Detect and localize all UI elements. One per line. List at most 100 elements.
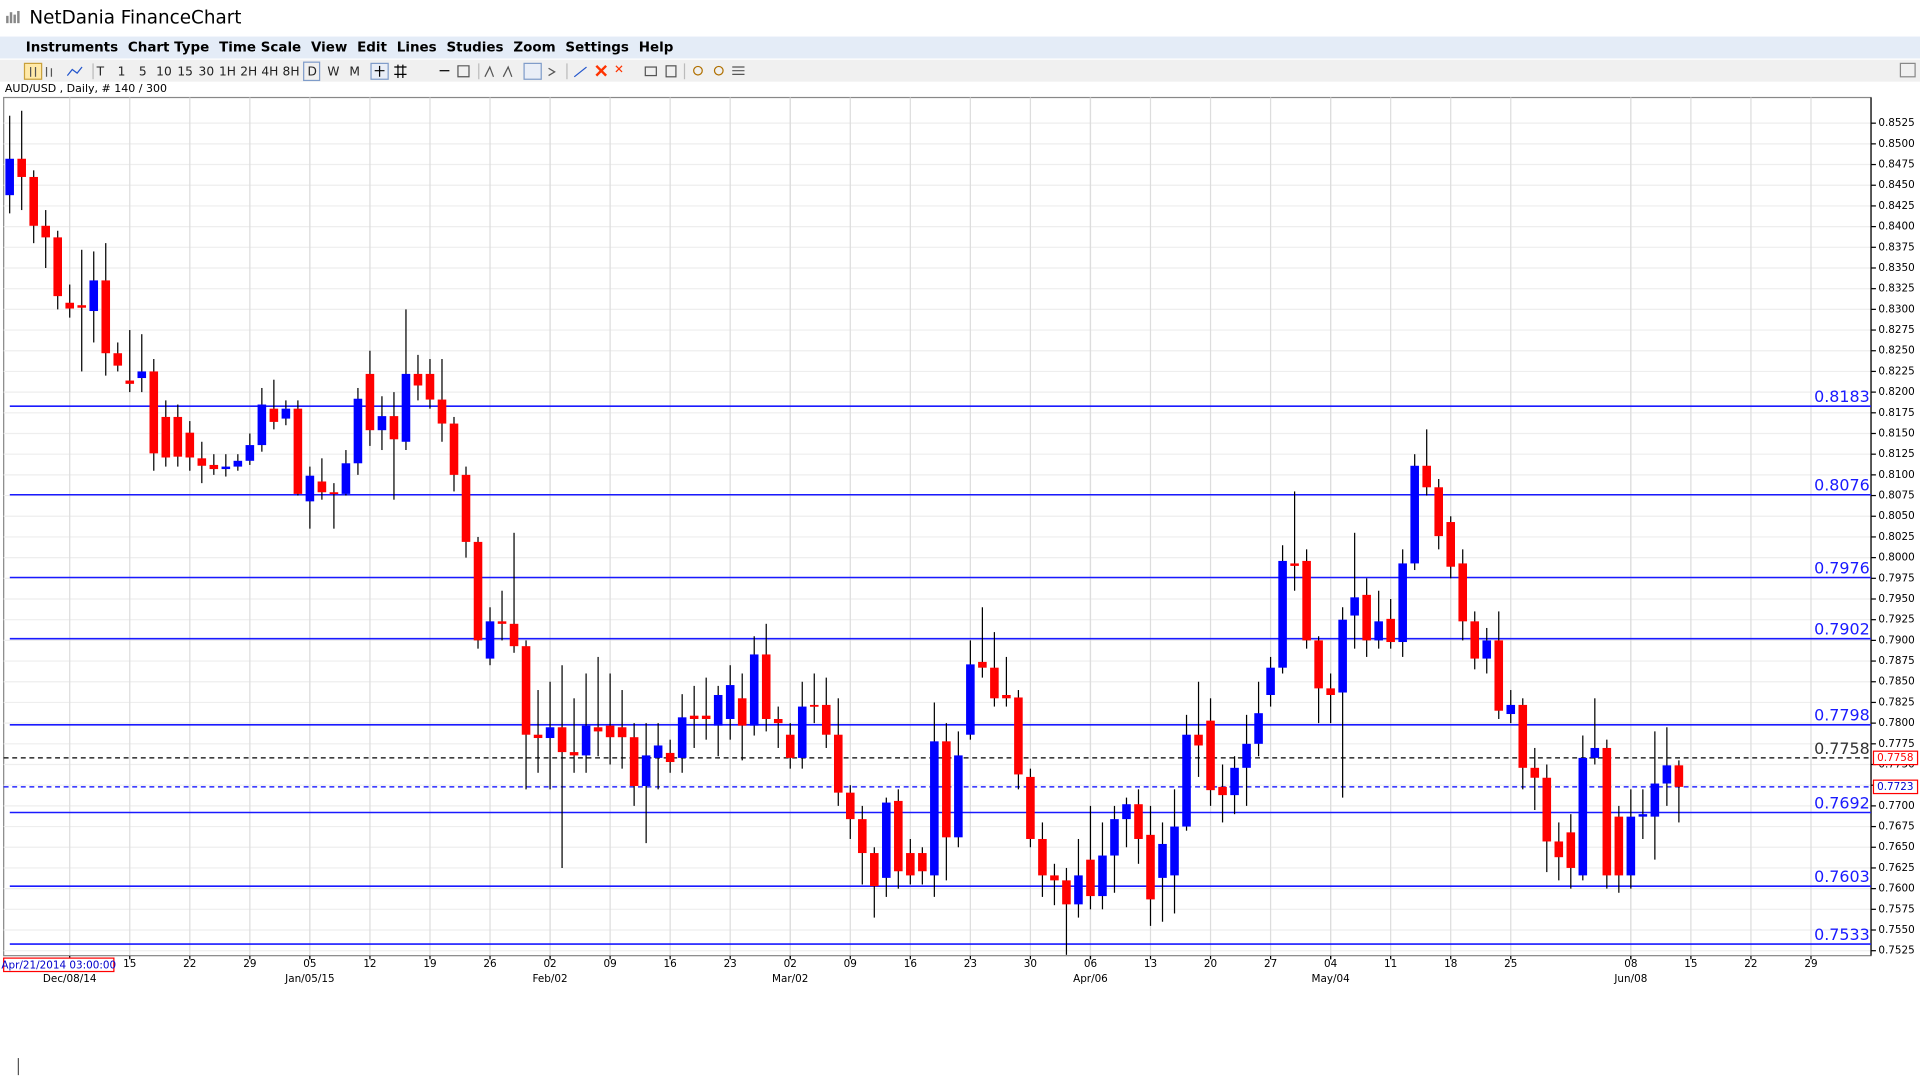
y-tick-label: 0.7800	[1878, 717, 1914, 729]
candle-body	[882, 802, 891, 878]
price-marker-label: 0.7758	[1814, 739, 1870, 758]
menu-item[interactable]: View	[311, 41, 347, 56]
candle-body	[1530, 767, 1540, 778]
candle-body	[1062, 880, 1071, 905]
candle-body	[233, 460, 243, 467]
timeframe-button[interactable]: 1H	[219, 64, 236, 78]
y-tick-label: 0.7600	[1878, 883, 1914, 895]
candle-body	[1110, 819, 1119, 856]
candle-body	[1446, 522, 1456, 567]
candle-body	[1410, 465, 1419, 564]
x-tick-label: 02	[543, 958, 556, 970]
candle-body	[65, 302, 75, 309]
candle-body	[954, 755, 963, 838]
menu-item[interactable]: Chart Type	[128, 41, 209, 56]
candle-body	[353, 398, 363, 464]
timeframe-button[interactable]: 1	[118, 64, 126, 78]
candle-body	[509, 623, 519, 647]
candle-body	[461, 474, 471, 542]
x-tick-label: 15	[1684, 958, 1697, 970]
candle-body	[401, 373, 411, 442]
candle-body	[1086, 859, 1095, 897]
candle-body	[1398, 563, 1407, 643]
menu-item[interactable]: Instruments	[26, 41, 118, 56]
candle-body	[930, 741, 939, 876]
candle-body	[1662, 765, 1672, 784]
y-tick-label: 0.8175	[1878, 407, 1914, 419]
x-tick-label: 06	[1084, 958, 1097, 970]
menu-item[interactable]: Studies	[446, 41, 503, 56]
candle-body	[1014, 697, 1023, 775]
x-tick-label: 25	[1504, 958, 1517, 970]
candle-body	[1254, 713, 1263, 744]
timeframe-button[interactable]: 5	[139, 64, 147, 78]
timeframe-button[interactable]: 10	[156, 64, 172, 78]
menu-item[interactable]: Help	[639, 41, 674, 56]
candle-body	[1458, 563, 1468, 622]
menu-item[interactable]: Time Scale	[219, 41, 301, 56]
x-tick-label: 29	[1804, 958, 1817, 970]
candle-body	[497, 621, 507, 624]
candle-body	[1386, 618, 1395, 643]
candle-body	[1266, 667, 1275, 695]
timeframe-button[interactable]: 15	[177, 64, 193, 78]
x-tick-label: 23	[724, 958, 737, 970]
y-tick-label: 0.8475	[1878, 159, 1914, 171]
timeframe-button[interactable]: T	[96, 64, 105, 78]
timeframe-button[interactable]: W	[327, 64, 339, 78]
candle-body	[341, 463, 351, 494]
candle-body	[125, 380, 135, 384]
y-tick-label: 0.8025	[1878, 531, 1914, 543]
timeframe-button[interactable]: 2H	[240, 64, 257, 78]
price-box-label: 0.7723	[1877, 781, 1913, 793]
candle-body	[1074, 875, 1083, 905]
x-tick-label: 08	[1624, 958, 1637, 970]
timeframe-button[interactable]: 4H	[261, 64, 278, 78]
candle-body	[485, 621, 495, 659]
candle-body	[557, 727, 567, 753]
cursor-time-box	[3, 957, 115, 973]
menu-item[interactable]: Zoom	[513, 41, 555, 56]
candle-body	[1650, 783, 1660, 817]
timeframe-button[interactable]: D	[308, 64, 317, 78]
candle-body	[197, 458, 207, 466]
candle-body	[581, 725, 591, 756]
x-major-tick-label: Dec/08/14	[43, 973, 97, 985]
candle-body	[713, 694, 723, 726]
x-tick-label: 16	[664, 958, 677, 970]
candle-body	[665, 752, 675, 763]
y-tick-label: 0.7700	[1878, 800, 1914, 812]
y-tick-label: 0.8275	[1878, 324, 1914, 336]
level-label: 0.7798	[1814, 706, 1870, 725]
candle-body	[906, 853, 915, 876]
y-tick-label: 0.7900	[1878, 634, 1914, 646]
candle-body	[1566, 832, 1576, 868]
y-tick-label: 0.8050	[1878, 510, 1914, 522]
level-label: 0.7533	[1814, 925, 1870, 944]
candle-body	[677, 717, 687, 758]
candle-body	[1470, 621, 1480, 659]
price-box	[1872, 779, 1919, 795]
timeframe-button[interactable]: 8H	[283, 64, 300, 78]
x-major-tick-label: Feb/02	[532, 973, 567, 985]
candle-body	[41, 225, 50, 238]
menu-item[interactable]: Settings	[565, 41, 629, 56]
y-tick-label: 0.7650	[1878, 841, 1914, 853]
menu-bar	[0, 36, 1920, 59]
candle-body	[894, 800, 903, 872]
timeframe-button[interactable]: 30	[199, 64, 215, 78]
candle-body	[1206, 720, 1215, 791]
menu-item[interactable]: Lines	[397, 41, 437, 56]
x-tick-label: 13	[1144, 958, 1157, 970]
candle-body	[1194, 734, 1203, 746]
x-major-tick-label: Mar/02	[772, 973, 808, 985]
x-tick-label: 04	[1324, 958, 1338, 970]
candle-body	[1230, 767, 1239, 796]
menu-item[interactable]: Edit	[357, 41, 387, 56]
window-title: NetDania FinanceChart	[29, 7, 241, 28]
y-tick-label: 0.8250	[1878, 345, 1914, 357]
x-tick-label: 11	[1384, 958, 1397, 970]
timeframe-button[interactable]: M	[349, 64, 360, 78]
candle-body	[281, 408, 291, 419]
